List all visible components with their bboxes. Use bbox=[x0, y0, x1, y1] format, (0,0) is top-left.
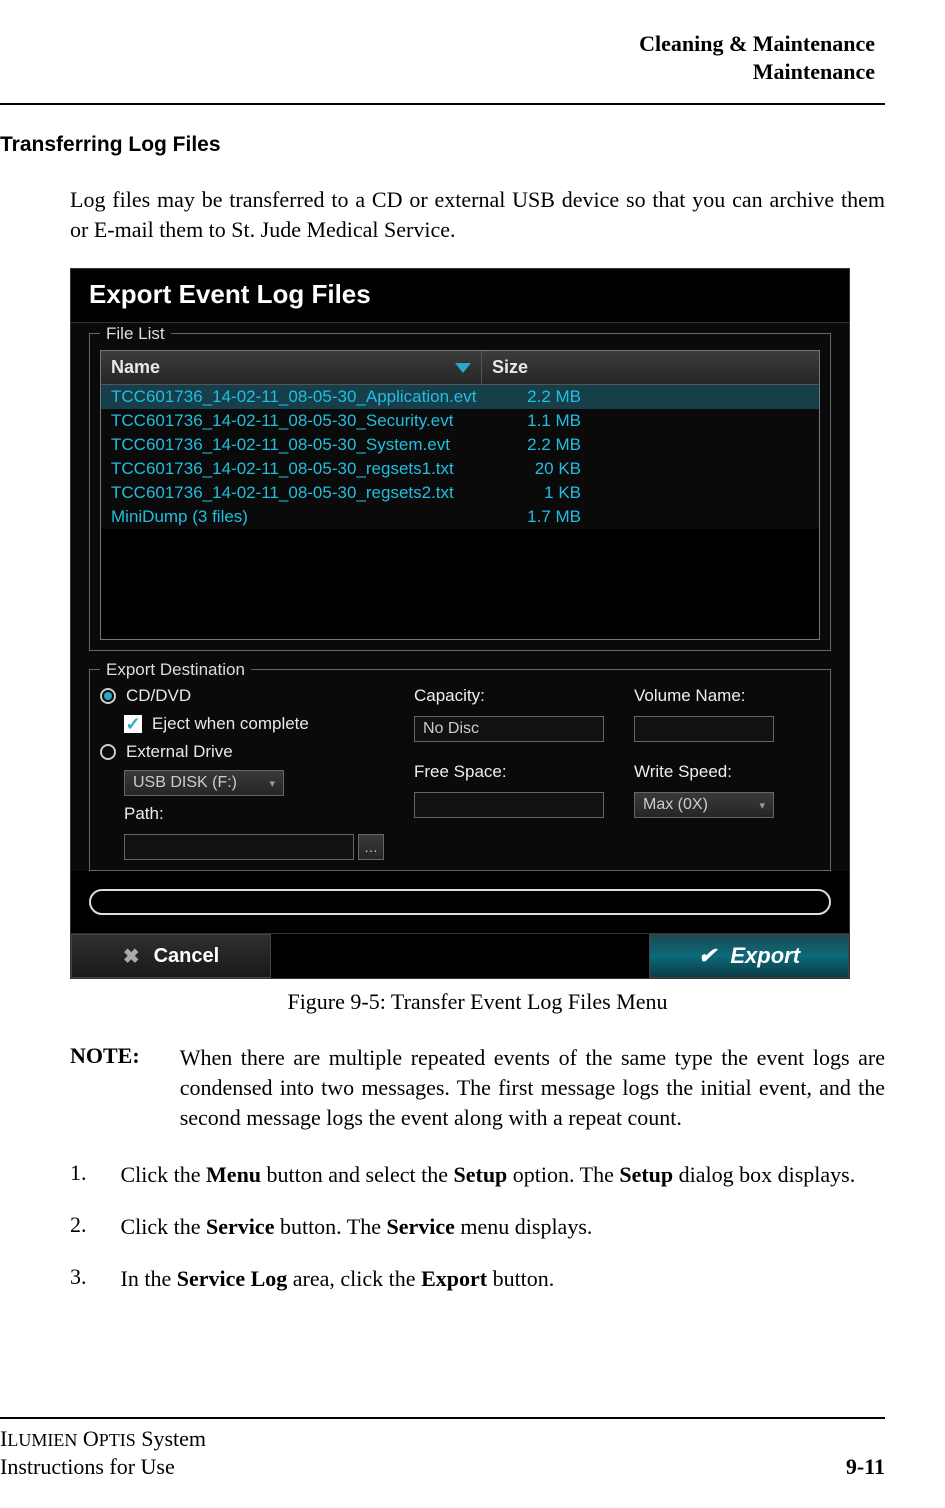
intro-paragraph: Log files may be transferred to a CD or … bbox=[70, 185, 885, 244]
path-input[interactable] bbox=[124, 834, 354, 860]
export-dest-legend: Export Destination bbox=[100, 660, 251, 680]
cell-filesize: 2.2 MB bbox=[481, 433, 591, 457]
export-label: Export bbox=[730, 943, 800, 969]
page-footer: ILUMIEN OPTIS System Instructions for Us… bbox=[0, 1377, 885, 1480]
path-browse-button[interactable]: … bbox=[358, 834, 384, 860]
footer-rule bbox=[0, 1417, 885, 1419]
cell-filename: MiniDump (3 files) bbox=[101, 505, 481, 529]
step-number: 1. bbox=[70, 1160, 87, 1190]
radio-cd-dvd[interactable]: CD/DVD bbox=[100, 686, 384, 706]
cell-filename: TCC601736_14-02-11_08-05-30_regsets2.txt bbox=[101, 481, 481, 505]
note-text: When there are multiple repeated events … bbox=[180, 1043, 885, 1132]
progress-bar bbox=[89, 889, 831, 915]
checkbox-icon: ✓ bbox=[124, 715, 142, 733]
file-list-fieldset: File List Name Size TCC601736_14-02-11_0… bbox=[89, 333, 831, 651]
dialog-title: Export Event Log Files bbox=[71, 269, 849, 323]
volname-value[interactable] bbox=[634, 716, 774, 742]
table-row[interactable]: TCC601736_14-02-11_08-05-30_Application.… bbox=[101, 385, 819, 409]
cell-filesize: 1.1 MB bbox=[481, 409, 591, 433]
step-text: In the Service Log area, click the Expor… bbox=[121, 1264, 555, 1294]
close-icon: ✖ bbox=[123, 944, 140, 969]
cancel-button[interactable]: ✖ Cancel bbox=[71, 934, 271, 978]
table-row[interactable]: MiniDump (3 files)1.7 MB bbox=[101, 505, 819, 529]
eject-label: Eject when complete bbox=[152, 714, 309, 734]
capacity-value: No Disc bbox=[414, 716, 604, 742]
cell-filesize: 1.7 MB bbox=[481, 505, 591, 529]
cell-filename: TCC601736_14-02-11_08-05-30_regsets1.txt bbox=[101, 457, 481, 481]
figure-caption: Figure 9-5: Transfer Event Log Files Men… bbox=[70, 989, 885, 1015]
footer-left: ILUMIEN OPTIS System Instructions for Us… bbox=[0, 1425, 206, 1480]
sort-caret-icon bbox=[455, 363, 471, 373]
writespeed-label: Write Speed: bbox=[634, 762, 820, 782]
radio-cd-label: CD/DVD bbox=[126, 686, 191, 706]
export-destination-fieldset: Export Destination CD/DVD ✓ Eject when c… bbox=[89, 669, 831, 871]
cell-filesize: 1 KB bbox=[481, 481, 591, 505]
section-title: Transferring Log Files bbox=[0, 133, 885, 157]
export-dialog: Export Event Log Files File List Name Si… bbox=[70, 268, 850, 979]
writespeed-combo[interactable]: Max (0X) ▾ bbox=[634, 792, 774, 818]
header-line-1: Cleaning & Maintenance bbox=[0, 30, 875, 58]
writespeed-value: Max (0X) bbox=[643, 796, 708, 814]
radio-ext-label: External Drive bbox=[126, 742, 233, 762]
step-1: 1. Click the Menu button and select the … bbox=[70, 1160, 885, 1190]
cell-filesize: 20 KB bbox=[481, 457, 591, 481]
table-row[interactable]: TCC601736_14-02-11_08-05-30_regsets2.txt… bbox=[101, 481, 819, 505]
column-header-name[interactable]: Name bbox=[101, 351, 481, 384]
note-label: NOTE: bbox=[70, 1043, 140, 1132]
usb-drive-combo[interactable]: USB DISK (F:) ▾ bbox=[124, 770, 284, 796]
cancel-label: Cancel bbox=[154, 945, 220, 968]
header-line-2: Maintenance bbox=[0, 58, 875, 86]
chevron-down-icon: ▾ bbox=[759, 799, 765, 812]
radio-icon bbox=[100, 744, 116, 760]
column-header-size[interactable]: Size bbox=[481, 351, 591, 384]
cell-filesize: 2.2 MB bbox=[481, 385, 591, 409]
radio-icon bbox=[100, 688, 116, 704]
step-text: Click the Service button. The Service me… bbox=[121, 1212, 593, 1242]
checkbox-eject[interactable]: ✓ Eject when complete bbox=[124, 714, 384, 734]
header-rule bbox=[0, 103, 885, 105]
step-2: 2. Click the Service button. The Service… bbox=[70, 1212, 885, 1242]
file-list-table: Name Size TCC601736_14-02-11_08-05-30_Ap… bbox=[100, 350, 820, 640]
step-text: Click the Menu button and select the Set… bbox=[121, 1160, 856, 1190]
table-row[interactable]: TCC601736_14-02-11_08-05-30_regsets1.txt… bbox=[101, 457, 819, 481]
cell-filename: TCC601736_14-02-11_08-05-30_Application.… bbox=[101, 385, 481, 409]
check-icon: ✔ bbox=[698, 943, 716, 969]
radio-external-drive[interactable]: External Drive bbox=[100, 742, 384, 762]
col-name-label: Name bbox=[111, 357, 160, 378]
product-name: ILUMIEN OPTIS System bbox=[0, 1425, 206, 1453]
step-3: 3. In the Service Log area, click the Ex… bbox=[70, 1264, 885, 1294]
page-number: 9-11 bbox=[846, 1454, 885, 1480]
cell-filename: TCC601736_14-02-11_08-05-30_System.evt bbox=[101, 433, 481, 457]
footer-line2: Instructions for Use bbox=[0, 1453, 206, 1481]
table-row[interactable]: TCC601736_14-02-11_08-05-30_Security.evt… bbox=[101, 409, 819, 433]
volname-label: Volume Name: bbox=[634, 686, 820, 706]
capacity-label: Capacity: bbox=[414, 686, 604, 706]
table-row[interactable]: TCC601736_14-02-11_08-05-30_System.evt2.… bbox=[101, 433, 819, 457]
file-list-legend: File List bbox=[100, 324, 171, 344]
chevron-down-icon: ▾ bbox=[269, 777, 275, 790]
cell-filename: TCC601736_14-02-11_08-05-30_Security.evt bbox=[101, 409, 481, 433]
step-number: 3. bbox=[70, 1264, 87, 1294]
freespace-label: Free Space: bbox=[414, 762, 604, 782]
page-header: Cleaning & Maintenance Maintenance bbox=[0, 30, 875, 85]
usb-combo-value: USB DISK (F:) bbox=[133, 774, 237, 792]
table-empty-area bbox=[101, 529, 819, 639]
table-header: Name Size bbox=[101, 351, 819, 385]
step-number: 2. bbox=[70, 1212, 87, 1242]
freespace-value bbox=[414, 792, 604, 818]
note-block: NOTE: When there are multiple repeated e… bbox=[70, 1043, 885, 1132]
path-label: Path: bbox=[124, 804, 384, 824]
export-button[interactable]: ✔ Export bbox=[649, 934, 849, 978]
